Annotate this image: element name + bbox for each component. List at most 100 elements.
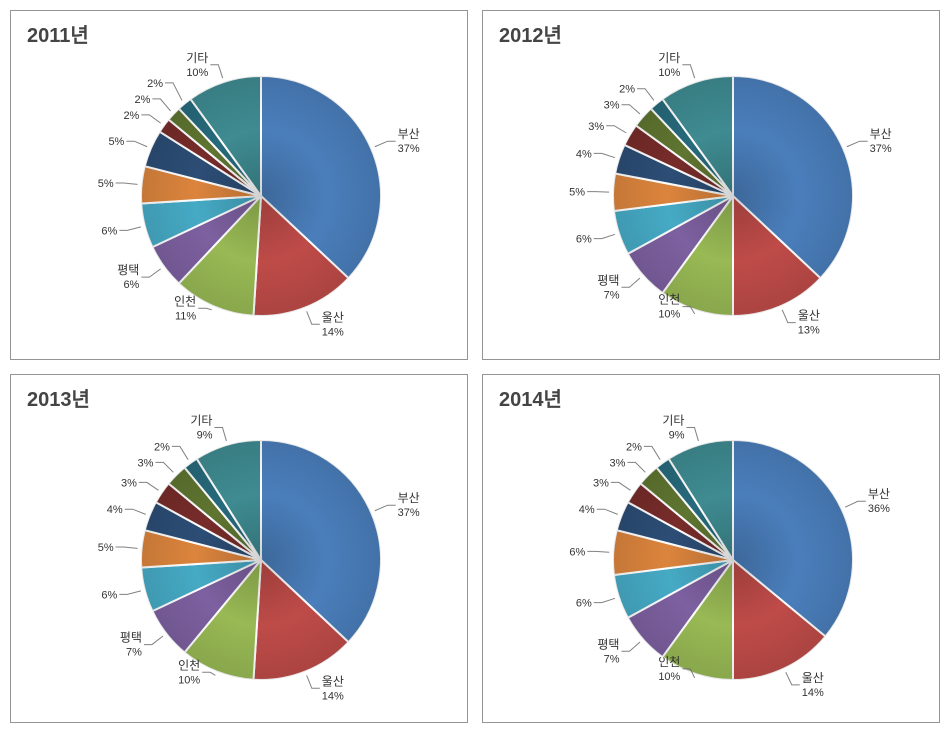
slice-pct-label: 5%: [98, 542, 114, 554]
slice-pct-label: 5%: [569, 187, 585, 199]
slice-name-label: 평택: [597, 273, 619, 287]
leader-line: [126, 141, 147, 147]
slice-pct-label: 10%: [178, 674, 200, 686]
slice-name-label: 평택: [117, 263, 139, 277]
slice-name-label: 기타: [186, 51, 208, 65]
slice-pct-label: 13%: [798, 325, 820, 337]
slice-pct-label: 7%: [604, 289, 620, 301]
slice-name-label: 인천: [178, 657, 200, 672]
leader-line: [686, 427, 698, 440]
slice-pct-label: 14%: [322, 690, 344, 702]
slice-pct-label: 5%: [108, 136, 124, 148]
leader-line: [597, 509, 618, 514]
panel-2012: 2012년 부산37%울산13%인천10%평택7%6%5%4%3%3%2%기타1…: [482, 10, 940, 360]
leader-line: [375, 505, 396, 511]
slice-name-label: 울산: [322, 674, 344, 688]
slice-name-label: 부산: [870, 127, 892, 141]
slice-pct-label: 6%: [576, 234, 592, 246]
slice-pct-label: 4%: [579, 504, 595, 516]
leader-line: [627, 462, 645, 472]
slice-pct-label: 3%: [593, 477, 609, 489]
leader-line: [611, 482, 631, 490]
slice-name-label: 평택: [597, 637, 619, 651]
slice-pct-label: 6%: [123, 279, 139, 291]
panel-2014: 2014년 부산36%울산14%인천10%평택7%6%6%4%3%3%2%기타9…: [482, 374, 940, 724]
leader-line: [644, 446, 660, 459]
leader-line: [116, 183, 138, 184]
leader-line: [594, 598, 615, 602]
slice-pct-label: 14%: [802, 686, 824, 698]
leader-line: [125, 509, 146, 514]
leader-line: [165, 83, 182, 101]
leader-line: [845, 501, 866, 507]
pie-chart-2014: 부산36%울산14%인천10%평택7%6%6%4%3%3%2%기타9%: [483, 375, 940, 724]
slice-pct-label: 3%: [138, 457, 154, 469]
pie-chart-2013: 부산37%울산14%인천10%평택7%6%5%4%3%3%2%기타9%: [11, 375, 468, 724]
slice-name-label: 울산: [798, 309, 820, 323]
slice-pct-label: 3%: [604, 100, 620, 112]
leader-line: [307, 675, 320, 688]
slice-pct-label: 11%: [175, 310, 196, 322]
leader-line: [307, 311, 320, 324]
slice-pct-label: 2%: [626, 441, 642, 453]
leader-line: [141, 115, 160, 123]
slice-name-label: 평택: [120, 630, 142, 644]
leader-line: [152, 99, 170, 111]
leader-line: [144, 636, 163, 645]
leader-line: [587, 551, 609, 552]
leader-line: [210, 65, 222, 78]
leader-line: [139, 482, 159, 490]
slice-name-label: 부산: [398, 127, 420, 141]
slice-pct-label: 9%: [197, 429, 213, 441]
pie-chart-2012: 부산37%울산13%인천10%평택7%6%5%4%3%3%2%기타10%: [483, 11, 940, 360]
leader-line: [116, 547, 138, 548]
leader-line: [202, 672, 215, 675]
slice-pct-label: 2%: [147, 78, 163, 90]
slice-pct-label: 37%: [870, 143, 892, 155]
slice-pct-label: 3%: [588, 121, 604, 133]
slice-pct-label: 10%: [658, 670, 680, 682]
slice-pct-label: 4%: [107, 504, 123, 516]
slice-pct-label: 9%: [669, 429, 685, 441]
slice-name-label: 기타: [190, 413, 212, 427]
slice-pct-label: 37%: [398, 507, 420, 519]
slice-name-label: 기타: [658, 51, 680, 65]
slice-pct-label: 6%: [569, 546, 585, 558]
slice-pct-label: 10%: [658, 67, 680, 79]
slice-pct-label: 3%: [121, 477, 137, 489]
leader-line: [637, 89, 654, 101]
slice-pct-label: 10%: [658, 309, 680, 321]
slice-name-label: 울산: [802, 670, 824, 684]
leader-line: [375, 141, 396, 147]
slice-pct-label: 4%: [576, 148, 592, 160]
slice-pct-label: 6%: [101, 225, 117, 237]
slice-pct-label: 3%: [610, 457, 626, 469]
slice-pct-label: 7%: [604, 653, 620, 665]
slice-pct-label: 2%: [619, 84, 635, 96]
leader-line: [198, 308, 212, 309]
leader-line: [119, 590, 141, 593]
leader-line: [847, 141, 868, 147]
leader-line: [606, 126, 626, 133]
leader-line: [782, 310, 796, 323]
leader-line: [594, 153, 615, 157]
leader-line: [155, 462, 173, 472]
slice-name-label: 인천: [174, 293, 196, 308]
slice-pct-label: 6%: [101, 589, 117, 601]
slice-pct-label: 36%: [868, 503, 890, 515]
leader-line: [786, 672, 800, 685]
leader-line: [594, 234, 615, 238]
leader-line: [621, 278, 640, 287]
slice-pct-label: 10%: [186, 67, 208, 79]
slice-name-label: 기타: [662, 413, 684, 427]
slice-pct-label: 5%: [98, 178, 114, 190]
slice-pct-label: 2%: [154, 441, 170, 453]
slice-pct-label: 37%: [398, 143, 420, 155]
slice-name-label: 부산: [398, 491, 420, 505]
leader-line: [119, 227, 141, 230]
panel-2013: 2013년 부산37%울산14%인천10%평택7%6%5%4%3%3%2%기타9…: [10, 374, 468, 724]
slice-pct-label: 14%: [322, 326, 344, 338]
leader-line: [621, 642, 640, 651]
slice-pct-label: 2%: [123, 110, 139, 122]
panel-2011: 2011년 부산37%울산14%인천11%평택6%6%5%5%2%2%2%기타1…: [10, 10, 468, 360]
